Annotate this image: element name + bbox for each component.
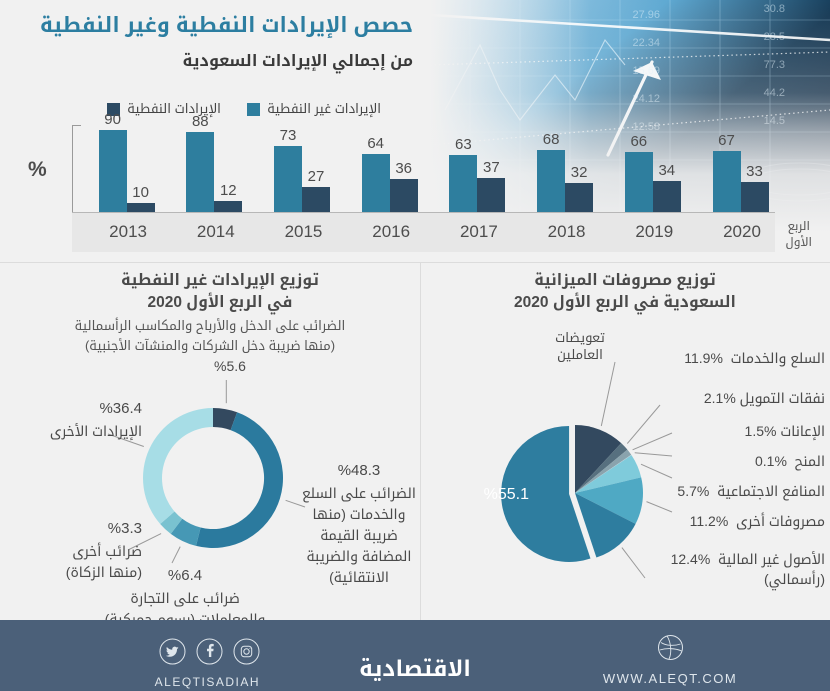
svg-text:%55.1: %55.1: [484, 486, 529, 503]
